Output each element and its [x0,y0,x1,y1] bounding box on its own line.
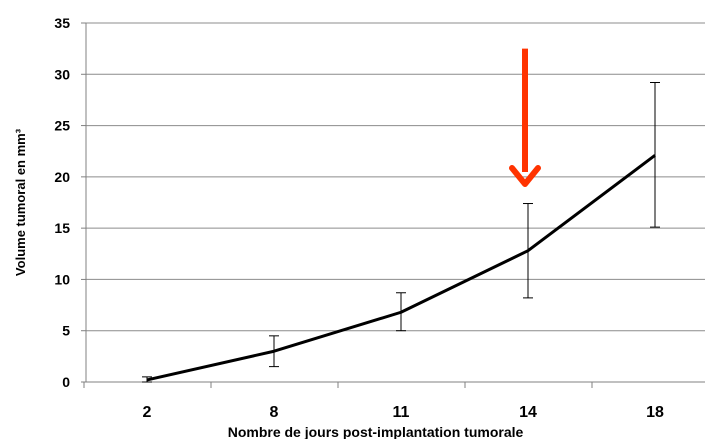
x-tick-label: 18 [646,404,664,421]
y-tick-label: 10 [54,271,70,287]
series-line [146,154,656,382]
annotation-arrow [509,48,541,188]
y-axis-label: Volume tumoral en mm³ [13,128,28,276]
y-tick-label: 15 [54,220,70,236]
arrow-head [509,165,541,188]
error-bar [650,81,660,228]
x-tick-label: 14 [519,404,537,421]
gridlines [86,22,705,332]
y-tick-labels: 0 5 10 15 20 25 30 35 [54,15,86,390]
x-tick-labels: 2 8 11 14 18 [83,382,664,421]
y-tick-label: 25 [54,118,70,134]
y-tick-label: 5 [62,323,70,339]
y-tick-label: 0 [62,374,70,390]
axes [85,23,705,383]
error-bars [142,81,660,383]
y-tick-label: 30 [54,66,70,82]
y-tick-label: 35 [54,15,70,31]
x-tick-label: 2 [143,404,152,421]
y-tick-label: 20 [54,169,70,185]
x-axis-label: Nombre de jours post-implantation tumora… [228,424,524,439]
x-tick-label: 8 [270,404,279,421]
x-tick-label: 11 [393,404,410,421]
